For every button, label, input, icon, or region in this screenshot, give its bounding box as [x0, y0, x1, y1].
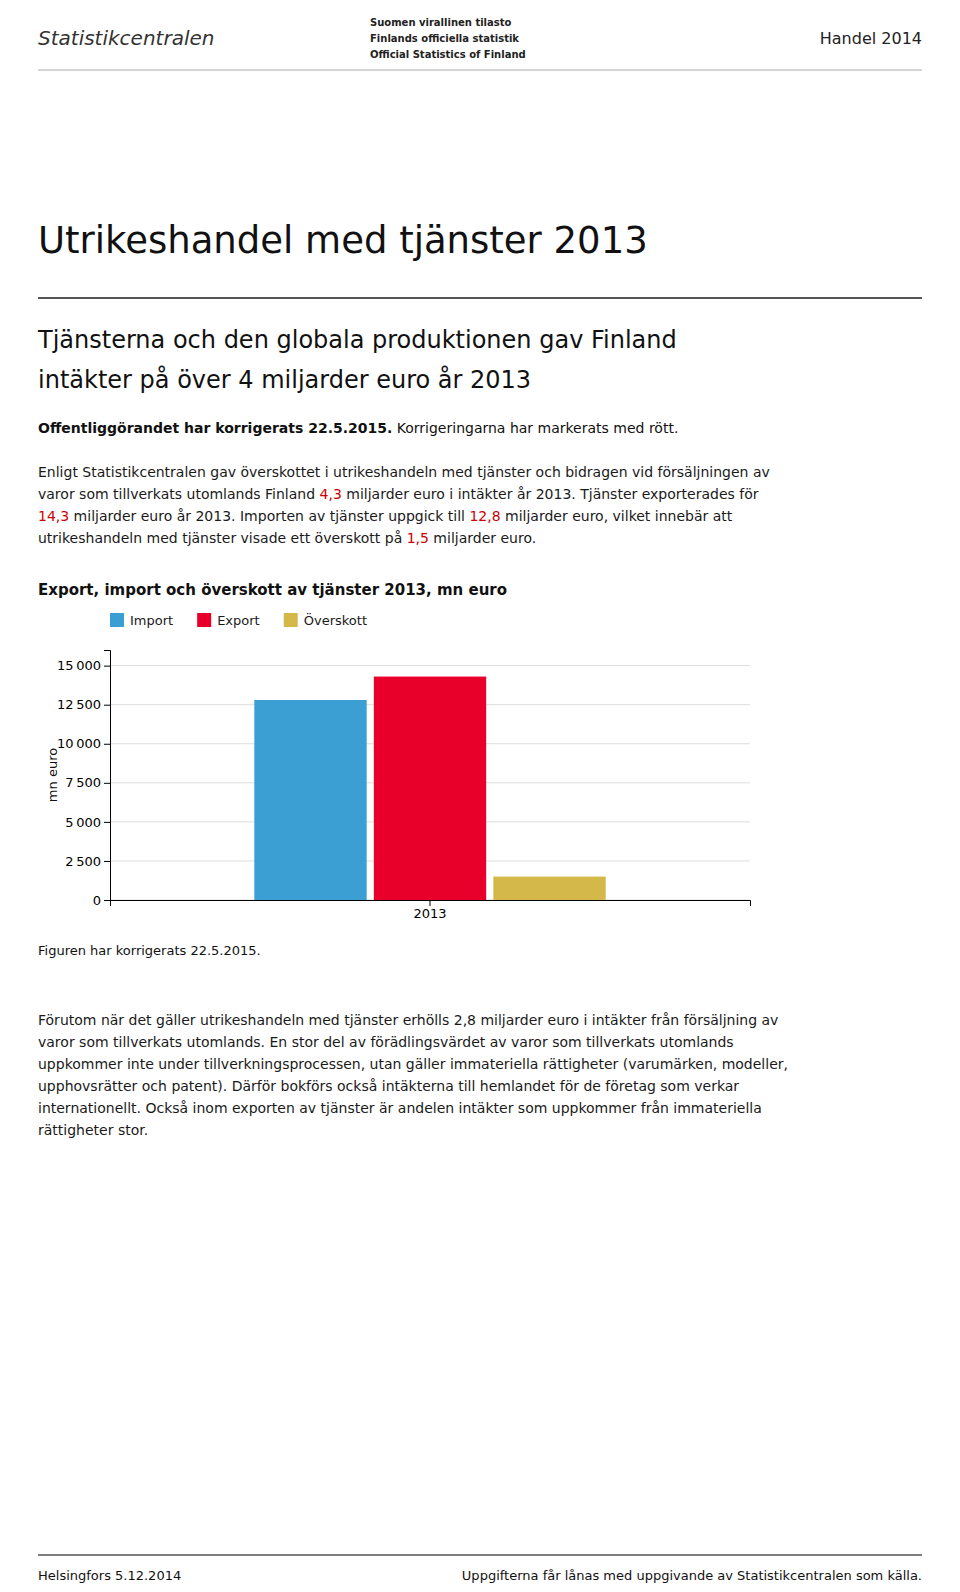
tick-mark — [104, 705, 110, 706]
header-right: Handel 2014 — [820, 29, 922, 48]
tick: 10 000 — [57, 736, 110, 751]
body-line: varor som tillverkats utomlands Finland … — [38, 486, 759, 502]
correction-note-bold: Offentliggörandet har korrigerats 22.5.2… — [38, 420, 392, 436]
tick: 0 — [93, 893, 110, 908]
body-line: uppkommer inte under tillverkningsproces… — [38, 1056, 788, 1072]
tick-mark — [104, 900, 110, 901]
correction-note: Offentliggörandet har korrigerats 22.5.2… — [38, 420, 678, 436]
tick-label: 5 000 — [65, 815, 101, 830]
tick: 2 500 — [65, 854, 110, 869]
chart-title: Export, import och överskott av tjänster… — [38, 581, 507, 599]
main-title: Utrikeshandel med tjänster 2013 — [38, 219, 648, 262]
bar — [374, 677, 486, 900]
figure-note: Figuren har korrigerats 22.5.2015. — [38, 943, 261, 958]
legend-swatch — [284, 613, 298, 627]
tick-label: 2 500 — [65, 854, 101, 869]
y-axis-title: mn euro — [45, 748, 60, 802]
tick-mark — [430, 900, 431, 906]
body-highlight: 14,3 — [38, 508, 69, 524]
chart: 0 2 500 5 000 7 500 10 000 12 500 15 000 2013 mn… — [45, 651, 751, 922]
body-segment: utrikeshandeln med tjänster visade ett ö… — [38, 530, 407, 546]
tick-label: 15 000 — [57, 658, 101, 673]
correction-note-text: Korrigeringarna har markerats med rött. — [392, 420, 678, 436]
tick-label: 10 000 — [57, 736, 101, 751]
separator — [38, 297, 922, 299]
tick-label: 12 500 — [57, 697, 101, 712]
logo: Statistikcentralen — [38, 26, 214, 50]
body-line: varor som tillverkats utomlands. En stor… — [38, 1034, 734, 1050]
tick-mark — [104, 744, 110, 745]
tick: 7 500 — [65, 775, 110, 790]
legend-label: Export — [217, 613, 260, 628]
body-highlight: 4,3 — [320, 486, 342, 502]
body-line: utrikeshandeln med tjänster visade ett ö… — [38, 530, 536, 546]
y-axis: 0 2 500 5 000 7 500 10 000 12 500 15 000 — [57, 651, 110, 908]
body-line: Enligt Statistikcentralen gav överskotte… — [38, 464, 770, 480]
tick-mark — [104, 666, 110, 667]
body-segment: miljarder euro i intäkter år 2013. Tjäns… — [342, 486, 759, 502]
legend-swatch — [197, 613, 211, 627]
grid-line — [110, 665, 750, 666]
official-line: Suomen virallinen tilasto — [370, 17, 512, 28]
legend-label: Överskott — [304, 612, 367, 628]
body-segment: varor som tillverkats utomlands Finland — [38, 486, 320, 502]
legend-swatch — [110, 613, 124, 627]
footer-right: Uppgifterna får lånas med uppgivande av … — [462, 1568, 922, 1583]
body-segment: miljarder euro. — [429, 530, 536, 546]
bar — [493, 877, 605, 900]
axis-line — [111, 901, 751, 907]
legend: Import Export Överskott — [110, 612, 367, 628]
body-segment: miljarder euro år 2013. Importen av tjän… — [69, 508, 469, 524]
body-segment: miljarder euro, vilket innebär att — [501, 508, 733, 524]
separator — [38, 1554, 922, 1556]
body-highlight: 12,8 — [469, 508, 500, 524]
body-highlight: 1,5 — [407, 530, 429, 546]
tick-label: 2013 — [413, 906, 446, 921]
tick: 15 000 — [57, 658, 110, 673]
body-line: upphovsrätter och patent). Därför bokför… — [38, 1078, 739, 1094]
body-segment: Enligt Statistikcentralen gav överskotte… — [38, 464, 770, 480]
footer-left: Helsingfors 5.12.2014 — [38, 1568, 181, 1583]
tick-label: 7 500 — [65, 775, 101, 790]
tick-mark — [104, 783, 110, 784]
axis-line — [104, 651, 111, 901]
legend-label: Import — [130, 613, 173, 628]
separator — [38, 70, 922, 71]
tick-mark — [104, 861, 110, 862]
bars — [254, 677, 605, 900]
bar — [254, 700, 366, 900]
x-axis: 2013 — [111, 900, 751, 921]
subtitle: intäkter på över 4 miljarder euro år 201… — [38, 365, 531, 394]
official-line: Finlands officiella statistik — [370, 33, 519, 44]
body-line: internationellt. Också inom exporten av … — [38, 1100, 762, 1116]
tick: 2013 — [413, 900, 446, 921]
body-line: rättigheter stor. — [38, 1122, 148, 1138]
subtitle: Tjänsterna och den globala produktionen … — [37, 326, 677, 354]
tick: 12 500 — [57, 697, 110, 712]
tick: 5 000 — [65, 815, 110, 830]
body-line: 14,3 miljarder euro år 2013. Importen av… — [38, 508, 733, 524]
body-line: Förutom när det gäller utrikeshandeln me… — [38, 1012, 778, 1028]
tick-mark — [104, 822, 110, 823]
tick-label: 0 — [93, 893, 101, 908]
grid — [110, 666, 750, 900]
page: Statistikcentralen Suomen virallinen tila… — [0, 0, 960, 1592]
official-line: Official Statistics of Finland — [370, 49, 526, 60]
